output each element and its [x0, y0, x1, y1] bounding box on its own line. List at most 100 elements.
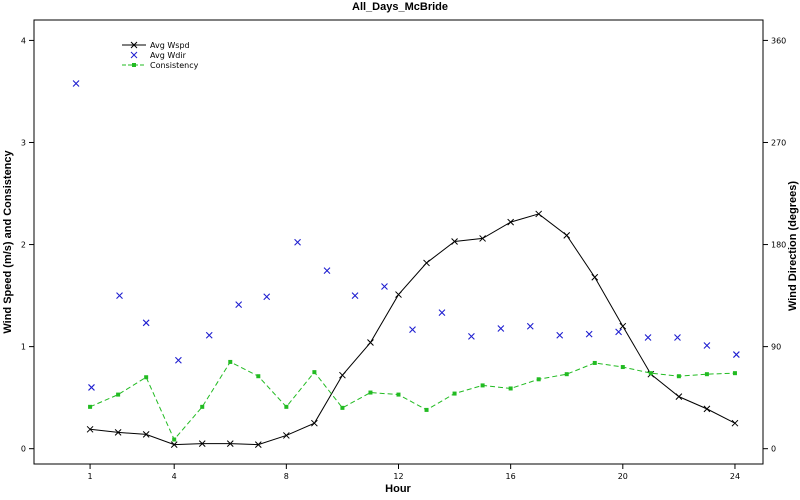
data-point-avg-wspd [591, 273, 599, 281]
x-tick-label: 20 [618, 472, 628, 481]
data-point-avg-wdir [585, 330, 593, 338]
data-point-avg-wspd [339, 371, 346, 379]
y-left-tick-label: 0 [21, 445, 26, 454]
data-point-consistency [592, 360, 597, 365]
data-point-avg-wspd [619, 322, 627, 330]
data-point-avg-wdir [205, 331, 213, 339]
plot-frame [33, 19, 764, 465]
data-point-avg-wdir [732, 351, 740, 358]
data-point-consistency [648, 371, 653, 376]
data-point-avg-wdir [644, 334, 652, 341]
data-point-consistency [144, 375, 149, 380]
legend-entry-avg-wdir: Avg Wdir [130, 51, 187, 60]
legend-entry-consistency: Consistency [122, 61, 199, 70]
legend: Avg Wspd Avg Wdir Consistency [118, 36, 203, 73]
data-point-avg-wdir [351, 292, 359, 299]
legend-label-consistency: Consistency [150, 61, 199, 70]
y-left-tick-label: 3 [21, 138, 26, 147]
x-tick-label: 16 [506, 472, 516, 481]
data-point-consistency [256, 374, 261, 379]
data-point-avg-wspd [563, 232, 571, 239]
data-point-avg-wdir [674, 334, 681, 341]
series-line-avg-wspd [90, 213, 736, 446]
data-point-avg-wspd [170, 441, 178, 448]
data-point-avg-wspd [507, 218, 515, 226]
data-point-avg-wdir [323, 267, 331, 275]
data-point-avg-wdir [263, 293, 271, 301]
data-point-avg-wspd [226, 440, 234, 447]
left-axis: 0 1 2 3 4 [21, 36, 34, 454]
data-point-avg-wspd [367, 339, 374, 346]
data-point-avg-wdir [526, 322, 534, 330]
x-tick-label: 24 [730, 472, 740, 481]
y-right-tick-label: 270 [771, 138, 786, 147]
data-point-avg-wdir [88, 384, 95, 391]
y-right-tick-label: 360 [771, 36, 786, 45]
data-point-avg-wspd [86, 425, 94, 433]
data-point-avg-wdir [409, 326, 416, 333]
legend-marker-avg-wdir [130, 51, 138, 59]
data-point-avg-wdir [175, 356, 182, 364]
data-point-avg-wdir [235, 301, 243, 309]
legend-label-avg-wdir: Avg Wdir [150, 51, 187, 60]
data-point-consistency [284, 404, 289, 409]
data-point-avg-wdir [142, 319, 150, 327]
y-left-tick-label: 1 [21, 343, 26, 352]
y-left-tick-label: 2 [21, 241, 26, 250]
data-point-avg-wspd [423, 259, 430, 267]
series-line-consistency [89, 361, 735, 441]
data-point-consistency [536, 377, 541, 382]
data-point-avg-wspd [282, 432, 290, 439]
data-point-avg-wspd [479, 235, 486, 242]
legend-marker-avg-wspd [130, 41, 138, 49]
data-point-avg-wspd [395, 291, 402, 298]
data-point-avg-wdir [468, 333, 475, 340]
bottom-axis: 1 4 8 12 16 20 24 [88, 464, 740, 481]
data-point-consistency [116, 392, 121, 397]
data-point-consistency [676, 374, 681, 379]
data-point-consistency [228, 359, 233, 364]
data-point-avg-wspd [311, 419, 318, 427]
legend-label-avg-wspd: Avg Wspd [150, 41, 190, 50]
data-point-consistency [620, 365, 625, 370]
data-point-avg-wdir [72, 80, 80, 87]
data-point-avg-wspd [731, 419, 739, 427]
data-point-avg-wspd [198, 440, 206, 447]
right-axis: 0 90 180 270 360 [763, 36, 786, 454]
x-tick-label: 12 [393, 472, 403, 481]
data-point-avg-wspd [703, 405, 711, 413]
data-point-avg-wspd [142, 431, 150, 438]
data-point-consistency [452, 391, 457, 396]
data-point-consistency [200, 404, 205, 409]
data-point-consistency [312, 370, 317, 375]
legend-marker-consistency [132, 63, 136, 67]
series-layer [72, 80, 740, 448]
data-point-consistency [172, 437, 177, 442]
x-axis-label: Hour [385, 483, 411, 495]
data-point-avg-wdir [294, 238, 301, 246]
data-point-consistency [704, 372, 709, 377]
data-point-avg-wspd [451, 238, 458, 245]
data-point-consistency [564, 372, 569, 377]
data-point-consistency [480, 383, 485, 388]
data-point-avg-wdir [556, 331, 564, 339]
data-point-avg-wspd [254, 441, 262, 448]
data-point-avg-wspd [675, 393, 683, 400]
y-right-tick-label: 0 [771, 445, 776, 454]
y-left-tick-label: 4 [21, 36, 26, 45]
x-tick-label: 8 [284, 472, 289, 481]
x-tick-label: 1 [88, 472, 93, 481]
y-right-tick-label: 90 [771, 343, 781, 352]
y-axis-right-label: Wind Direction (degrees) [787, 181, 799, 311]
data-point-avg-wdir [116, 292, 123, 299]
y-right-tick-label: 180 [771, 241, 786, 250]
data-point-avg-wdir [381, 283, 388, 290]
data-point-consistency [88, 404, 93, 409]
data-point-consistency [340, 405, 345, 410]
data-point-avg-wspd [535, 210, 543, 218]
data-point-avg-wdir [438, 309, 446, 316]
chart-title: All_Days_McBride [352, 1, 448, 13]
data-point-consistency [508, 386, 513, 391]
data-point-avg-wdir [615, 328, 622, 336]
